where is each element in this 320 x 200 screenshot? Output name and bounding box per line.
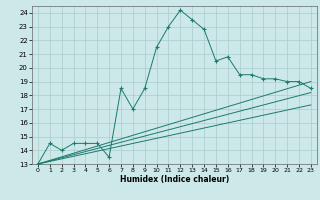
- X-axis label: Humidex (Indice chaleur): Humidex (Indice chaleur): [120, 175, 229, 184]
